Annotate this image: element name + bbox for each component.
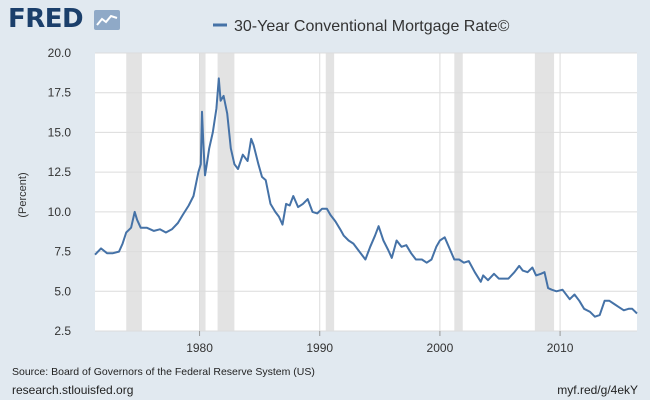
recession-band: [217, 53, 235, 331]
recession-band: [199, 53, 206, 331]
short-link[interactable]: myf.red/g/4ekY: [557, 383, 638, 397]
legend: 30-Year Conventional Mortgage Rate©: [213, 18, 510, 35]
recession-bands: [126, 53, 555, 331]
y-axis-ticks: 2.5 5.0 7.5 10.0 12.5 15.0 17.5 20.0: [48, 46, 72, 338]
y-tick-label: 15.0: [48, 125, 72, 139]
grid-lines: [95, 52, 637, 332]
fred-graph-icon: [94, 10, 120, 30]
legend-label: 30-Year Conventional Mortgage Rate©: [234, 18, 510, 35]
y-tick-label: 10.0: [48, 205, 72, 219]
x-tick-label: 1990: [306, 341, 333, 355]
recession-band: [534, 53, 555, 331]
y-tick-label: 12.5: [48, 165, 72, 179]
x-tick-label: 1980: [186, 341, 213, 355]
recession-band: [454, 53, 463, 331]
y-tick-label: 17.5: [48, 86, 72, 100]
y-tick-label: 20.0: [48, 46, 72, 60]
site-link[interactable]: research.stlouisfed.org: [12, 383, 134, 397]
y-axis-label: (Percent): [17, 172, 29, 217]
fred-logo-text: FRED: [8, 4, 84, 34]
series-line-mortgage-rate: [94, 77, 638, 318]
y-tick-label: 5.0: [54, 284, 71, 298]
x-axis-ticks: 1980 1990 2000 2010: [186, 331, 574, 355]
y-tick-label: 7.5: [54, 245, 71, 259]
y-tick-label: 2.5: [54, 324, 71, 338]
plot-area: [95, 53, 637, 331]
recession-band: [126, 53, 142, 331]
recession-band: [325, 53, 335, 331]
x-tick-label: 2000: [427, 341, 454, 355]
x-tick-label: 2010: [547, 341, 574, 355]
source-note: Source: Board of Governors of the Federa…: [12, 366, 315, 378]
